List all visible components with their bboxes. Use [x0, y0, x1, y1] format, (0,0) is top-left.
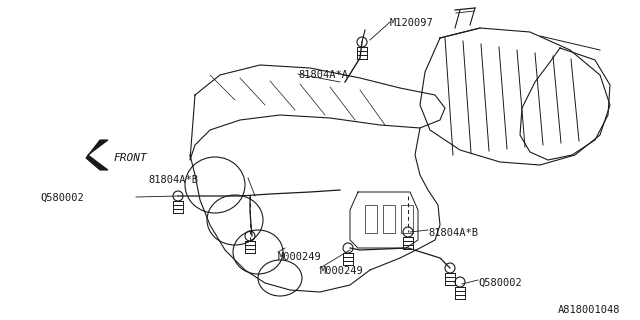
Bar: [365, 205, 377, 233]
Text: Q580002: Q580002: [478, 278, 522, 288]
Text: 81804A*A: 81804A*A: [298, 70, 348, 80]
Text: M120097: M120097: [390, 18, 434, 28]
Text: 81804A*B: 81804A*B: [428, 228, 478, 238]
Bar: [401, 205, 413, 233]
Text: M000249: M000249: [278, 252, 322, 262]
Text: FRONT: FRONT: [113, 153, 147, 163]
Bar: [383, 205, 395, 233]
Text: M000249: M000249: [320, 266, 364, 276]
Polygon shape: [86, 140, 108, 170]
Text: Q580002: Q580002: [40, 193, 84, 203]
Text: 81804A*B: 81804A*B: [148, 175, 198, 185]
Text: A818001048: A818001048: [557, 305, 620, 315]
